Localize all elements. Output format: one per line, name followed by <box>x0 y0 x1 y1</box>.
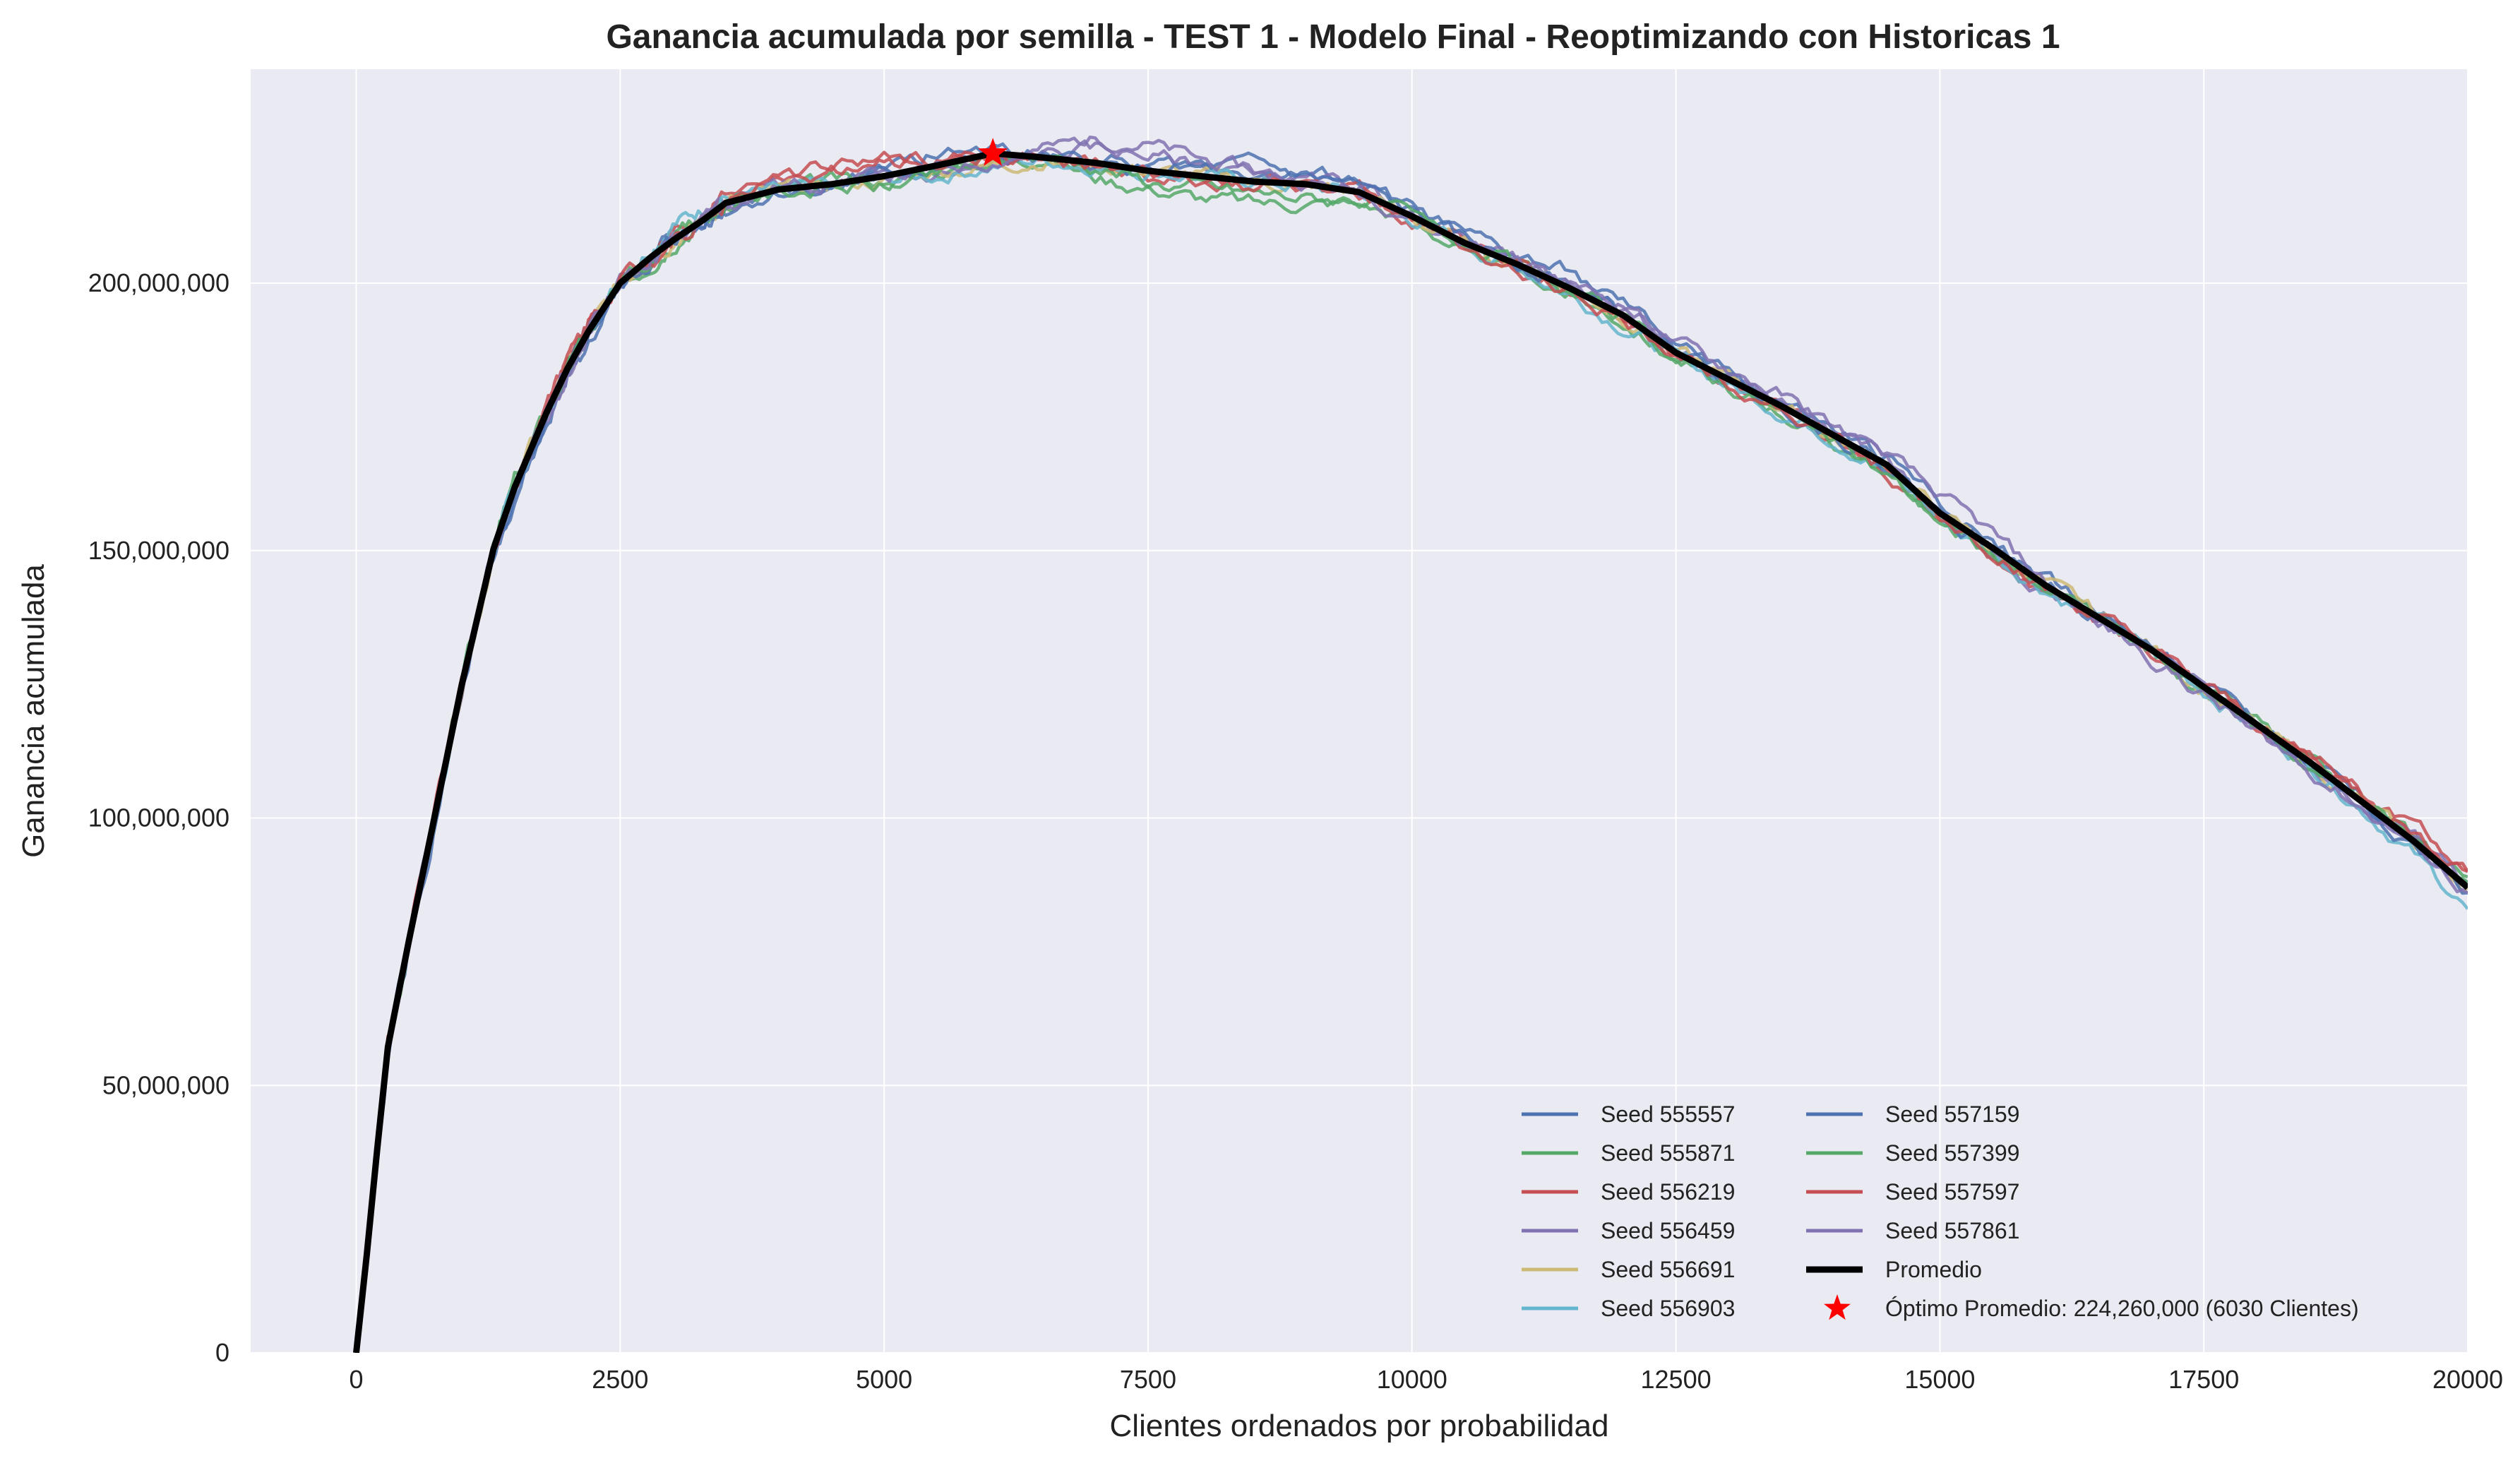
x-tick-label: 12500 <box>1641 1365 1712 1394</box>
y-tick-label: 200,000,000 <box>88 268 229 297</box>
x-tick-label: 7500 <box>1120 1365 1176 1394</box>
legend: Seed 555557 Seed 555871 Seed 556219 Seed 55… <box>1522 1101 2359 1321</box>
legend-entry-label: Seed 557159 <box>1885 1101 2019 1127</box>
x-tick-label: 5000 <box>856 1365 912 1394</box>
y-axis-label: Ganancia acumulada <box>16 564 51 858</box>
legend-entry-label: Seed 557597 <box>1885 1179 2019 1205</box>
y-tick-label: 150,000,000 <box>88 536 229 565</box>
chart-title: Ganancia acumulada por semilla - TEST 1 … <box>606 18 2060 56</box>
x-axis-label: Clientes ordenados por probabilidad <box>1110 1409 1609 1443</box>
grid <box>251 69 2468 1354</box>
legend-entry-label: Seed 555871 <box>1601 1140 1735 1166</box>
legend-entry-label: Promedio <box>1885 1257 1982 1282</box>
x-tick-label: 20000 <box>2432 1365 2503 1394</box>
optimum-marker-group <box>978 138 1008 166</box>
series-line-promedio <box>353 150 2468 1353</box>
legend-entry-label: Seed 557399 <box>1885 1140 2019 1166</box>
legend-entry-label: Seed 557861 <box>1885 1218 2019 1243</box>
legend-entry-label: Óptimo Promedio: 224,260,000 (6030 Clien… <box>1885 1296 2359 1321</box>
ticks-group: 0 2500 5000 7500 10000 12500 15000 17500 20000 0 5… <box>88 268 2503 1394</box>
legend-entry-label: Seed 556903 <box>1601 1296 1735 1321</box>
legend-entry-label: Seed 556691 <box>1601 1257 1735 1282</box>
legend-entry-label: Seed 556459 <box>1601 1218 1735 1243</box>
y-tick-label: 50,000,000 <box>102 1070 229 1099</box>
optimum-marker <box>978 138 1008 166</box>
plot-area <box>251 69 2468 1353</box>
x-tick-label: 0 <box>350 1365 364 1394</box>
legend-star-icon <box>1824 1294 1851 1320</box>
x-tick-label: 2500 <box>592 1365 648 1394</box>
x-tick-label: 15000 <box>1904 1365 1975 1394</box>
series-group <box>353 135 2468 1353</box>
x-tick-label: 17500 <box>2168 1365 2239 1394</box>
y-tick-label: 100,000,000 <box>88 804 229 832</box>
legend-entry-label: Seed 556219 <box>1601 1179 1735 1205</box>
y-tick-label: 0 <box>215 1338 229 1367</box>
x-tick-label: 10000 <box>1377 1365 1447 1394</box>
legend-entry-label: Seed 555557 <box>1601 1101 1735 1127</box>
